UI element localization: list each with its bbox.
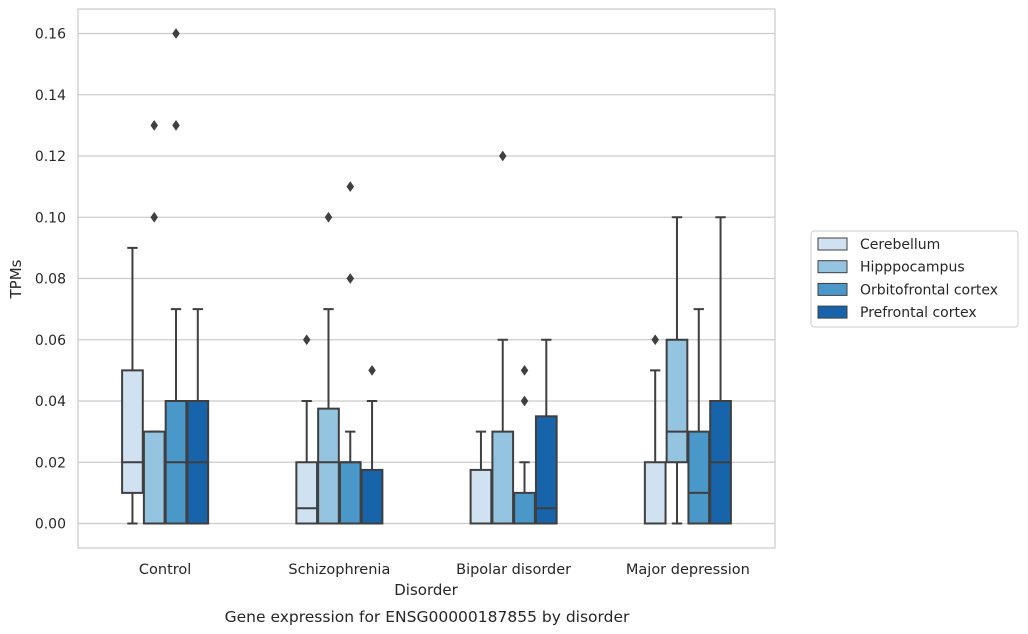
x-tick-label: Control xyxy=(139,562,191,578)
y-tick-label: 0.06 xyxy=(35,333,66,349)
outlier-point xyxy=(324,211,333,223)
x-axis-label: Disorder xyxy=(394,581,458,599)
y-tick-label: 0.02 xyxy=(35,455,66,471)
y-axis-label: TPMs xyxy=(7,259,25,299)
y-tick-label: 0.12 xyxy=(35,149,66,165)
box-group xyxy=(643,334,667,525)
x-axis-ticks: Control Schizophrenia Bipolar disorder Majo… xyxy=(139,562,750,578)
box-group xyxy=(687,308,711,525)
outlier-point xyxy=(302,334,311,346)
box-group xyxy=(709,216,732,525)
box-group xyxy=(491,150,515,525)
outlier-point xyxy=(172,28,180,39)
box xyxy=(469,468,493,525)
box xyxy=(513,491,536,525)
y-tick-label: 0.10 xyxy=(35,210,66,226)
box-group xyxy=(469,430,493,525)
legend-swatch xyxy=(817,305,848,319)
outlier-point xyxy=(346,273,355,284)
outlier-point xyxy=(520,364,529,376)
outlier-point xyxy=(172,119,180,131)
box-group xyxy=(665,216,689,525)
y-tick-label: 0.08 xyxy=(35,272,66,288)
x-tick-label: Bipolar disorder xyxy=(456,562,571,578)
outlier-point xyxy=(150,211,159,223)
box-group xyxy=(164,28,188,525)
legend-label: Orbitofrontal cortex xyxy=(860,282,998,298)
legend-label: Hipppocampus xyxy=(860,260,965,276)
box xyxy=(491,430,515,525)
box xyxy=(665,338,689,464)
y-tick-label: 0.16 xyxy=(35,27,66,43)
legend-label: Prefrontal cortex xyxy=(860,305,977,321)
box xyxy=(534,415,558,525)
box xyxy=(643,461,667,525)
legend: Cerebellum Hipppocampus Orbitofrontal cort… xyxy=(810,230,1019,328)
box-group xyxy=(295,334,319,525)
y-axis-ticks: 0.00 0.02 0.04 0.06 0.08 0.10 0.12 0.14 0.16 xyxy=(35,27,66,533)
outlier-point xyxy=(498,150,507,162)
y-tick-label: 0.00 xyxy=(35,517,66,533)
box-group xyxy=(338,181,362,525)
x-tick-label: Schizophrenia xyxy=(288,562,390,578)
outlier-point xyxy=(346,181,355,193)
box xyxy=(121,369,144,494)
legend-swatch xyxy=(817,237,848,251)
legend-frame xyxy=(810,230,1019,328)
outlier-point xyxy=(651,334,660,346)
box-group xyxy=(142,119,166,525)
box-group xyxy=(121,246,144,525)
y-tick-label: 0.14 xyxy=(35,88,66,104)
box-group xyxy=(186,308,210,525)
box xyxy=(142,430,166,525)
y-tick-label: 0.04 xyxy=(35,394,66,410)
box xyxy=(295,461,319,525)
box-group xyxy=(317,211,340,525)
box xyxy=(338,461,362,525)
box xyxy=(687,430,711,525)
box-group xyxy=(534,338,558,525)
outlier-point xyxy=(150,119,159,131)
box-group xyxy=(360,364,384,525)
legend-swatch xyxy=(817,282,848,296)
box-group xyxy=(513,364,536,525)
outlier-point xyxy=(520,395,529,407)
outlier-point xyxy=(368,364,376,376)
legend-swatch xyxy=(817,260,848,274)
boxes xyxy=(121,28,732,525)
plot-frame xyxy=(77,8,776,549)
box xyxy=(360,468,384,525)
box xyxy=(317,407,340,525)
chart-title: Gene expression for ENSG00000187855 by d… xyxy=(225,608,630,626)
x-tick-label: Major depression xyxy=(626,562,750,578)
legend-label: Cerebellum xyxy=(860,237,940,253)
